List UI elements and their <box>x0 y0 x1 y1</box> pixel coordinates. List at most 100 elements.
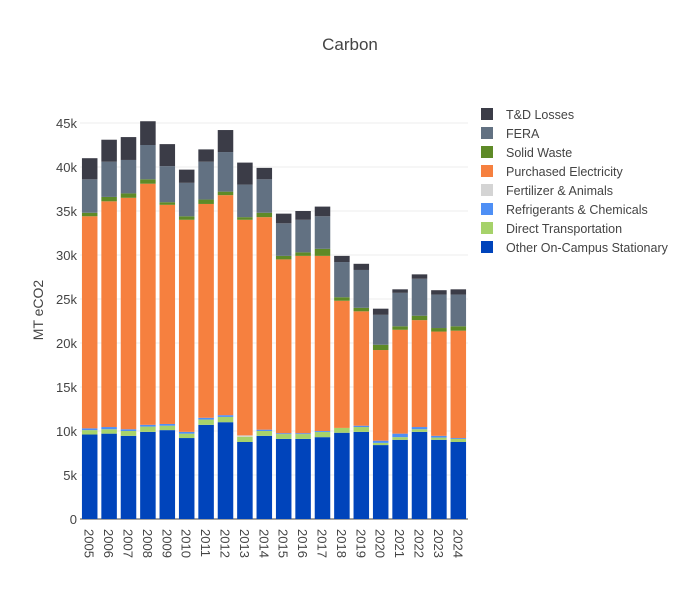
bar-segment <box>275 259 292 434</box>
bar-segment <box>411 278 428 316</box>
bar-segment <box>198 199 214 204</box>
bar-segment <box>120 197 137 430</box>
y-axis-ticks: 0 5k 10k 15k 20k 25k 30k 35k 40k 45k <box>56 116 77 527</box>
y-tick-label: 15k <box>56 380 77 395</box>
bar-segment <box>411 274 428 279</box>
x-tick-label: 2011 <box>198 529 213 557</box>
bar-segment <box>314 431 331 438</box>
bar-segment <box>411 431 428 519</box>
x-tick-label: 2022 <box>412 529 427 558</box>
bar-segment <box>217 130 234 153</box>
legend-item: Purchased Electricity <box>481 165 623 179</box>
legend-swatch <box>481 127 493 139</box>
bar-segment <box>372 350 389 441</box>
bar-segment <box>237 217 253 220</box>
legend-swatch <box>481 108 493 120</box>
bar-segment <box>237 436 253 442</box>
bar-segment <box>431 290 447 295</box>
y-tick-label: 25k <box>56 292 77 307</box>
bar-segment <box>198 419 214 425</box>
bar-segment <box>275 223 292 256</box>
bar-segment <box>353 431 370 519</box>
bar-segment <box>392 437 408 440</box>
y-tick-label: 0 <box>70 512 77 527</box>
y-tick-label: 45k <box>56 116 77 131</box>
bar-segment <box>178 216 195 220</box>
bar-segment <box>217 195 234 416</box>
gridlines <box>80 122 468 520</box>
legend-swatch <box>481 241 493 253</box>
bar-segment <box>314 431 331 432</box>
bar-segment <box>275 213 292 224</box>
bar-segment <box>198 161 214 200</box>
legend-item: FERA <box>481 127 540 141</box>
legend-item: T&D Losses <box>481 108 574 122</box>
chart-title: Carbon <box>322 35 378 54</box>
bar-segment <box>372 445 389 519</box>
bar-segment <box>275 438 292 519</box>
bar-segment <box>237 442 253 519</box>
bar-segment <box>450 438 467 439</box>
y-tick-label: 35k <box>56 204 77 219</box>
bar-segment <box>392 292 408 327</box>
bar-segment <box>372 344 389 351</box>
x-tick-label: 2024 <box>450 529 465 558</box>
bar-segment <box>431 435 447 438</box>
bar-segment <box>450 294 467 327</box>
bar-segment <box>314 248 331 256</box>
bar-segment <box>450 289 467 295</box>
y-axis-label: MT eCO2 <box>30 280 46 341</box>
bar-segment <box>159 204 176 424</box>
bar-segment <box>353 269 370 308</box>
bar-segment <box>101 433 117 519</box>
bar-segment <box>159 144 176 167</box>
bar-segment <box>334 427 350 433</box>
legend-label: Refrigerants & Chemicals <box>506 203 648 217</box>
x-tick-label: 2012 <box>218 529 233 558</box>
bar-segment <box>256 217 273 430</box>
bar-segment <box>237 219 253 436</box>
legend-label: Solid Waste <box>506 146 572 160</box>
legend-swatch <box>481 203 493 215</box>
x-tick-label: 2016 <box>295 529 310 558</box>
bar-segment <box>392 326 408 330</box>
legend-label: Direct Transportation <box>506 222 622 236</box>
legend-label: T&D Losses <box>506 108 574 122</box>
bar-segment <box>237 162 253 185</box>
bar-segment <box>392 329 408 434</box>
y-tick-label: 40k <box>56 160 77 175</box>
bar-segment <box>295 219 311 253</box>
bar-segment <box>159 423 176 426</box>
bar-segment <box>314 437 331 519</box>
bar-segment <box>411 427 428 430</box>
bar-segment <box>314 216 331 249</box>
bar-segment <box>140 121 156 145</box>
legend-label: Fertilizer & Animals <box>506 184 613 198</box>
bar-segment <box>101 429 117 434</box>
bar-segment <box>334 262 350 298</box>
bar-segment <box>295 433 311 435</box>
bar-segment <box>198 417 214 420</box>
legend-swatch <box>481 165 493 177</box>
bar-segment <box>120 159 137 194</box>
bar-segment <box>334 432 350 519</box>
y-tick-label: 20k <box>56 336 77 351</box>
bar-segment <box>372 442 389 446</box>
bar-segment <box>217 422 234 519</box>
bar-segment <box>101 201 117 428</box>
x-tick-label: 2018 <box>334 529 349 558</box>
bar-segment <box>353 307 370 312</box>
bar-segment <box>140 145 156 180</box>
legend-label: Purchased Electricity <box>506 165 623 179</box>
legend-item: Other On-Campus Stationary <box>481 241 669 255</box>
bar-segment <box>334 297 350 301</box>
legend-item: Direct Transportation <box>481 222 622 236</box>
y-tick-label: 5k <box>63 468 77 483</box>
bar-segment <box>120 429 137 431</box>
bars <box>81 121 467 519</box>
legend-item: Fertilizer & Animals <box>481 184 613 198</box>
bar-segment <box>217 191 234 196</box>
bar-segment <box>120 193 137 198</box>
bar-segment <box>353 263 370 270</box>
